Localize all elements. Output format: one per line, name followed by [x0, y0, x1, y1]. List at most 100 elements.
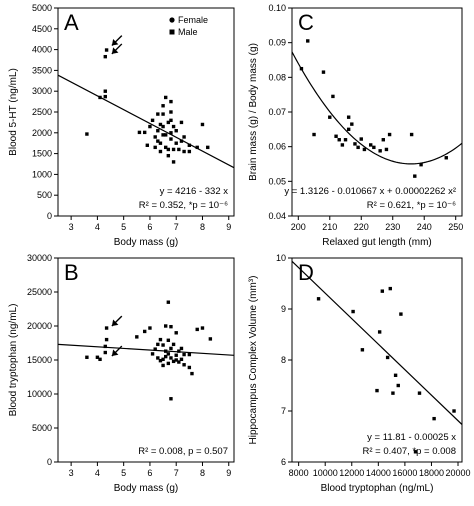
- y-axis-label: Brain mass (g) / Body mass (g): [248, 43, 259, 181]
- data-point: [444, 156, 448, 160]
- y-tick-label: 0: [47, 457, 52, 467]
- plot-frame: [57, 257, 235, 463]
- y-tick-label: 4500: [32, 24, 52, 34]
- fit-curve: [292, 51, 462, 165]
- data-point: [174, 141, 178, 145]
- data-point: [153, 347, 157, 351]
- data-point: [156, 342, 160, 347]
- y-tick-label: 0: [47, 211, 52, 221]
- y-axis-label: Blood 5-HT (ng/mL): [8, 68, 19, 156]
- data-point: [85, 355, 89, 359]
- y-tick-label: 4000: [32, 45, 52, 55]
- y-tick-label: 0.06: [268, 142, 286, 152]
- data-point: [179, 357, 184, 362]
- data-point: [171, 147, 176, 152]
- data-point: [95, 355, 100, 359]
- data-point: [369, 143, 373, 147]
- y-tick-label: 2000: [32, 128, 52, 138]
- data-point: [153, 145, 157, 150]
- y-tick-label: 3500: [32, 65, 52, 75]
- data-point: [148, 124, 152, 129]
- data-point: [200, 122, 205, 127]
- data-point: [452, 409, 456, 413]
- y-tick-label: 1500: [32, 149, 52, 159]
- data-point: [166, 147, 171, 152]
- data-point: [171, 160, 176, 164]
- data-point: [316, 297, 321, 301]
- data-point: [174, 358, 178, 362]
- data-point: [85, 132, 89, 136]
- arrow-2-head: [111, 349, 119, 356]
- data-point: [346, 115, 351, 119]
- data-point: [190, 371, 194, 376]
- x-tick-label: 240: [417, 222, 432, 232]
- data-point: [372, 145, 376, 150]
- x-axis-label: Blood tryptophan (ng/mL): [321, 483, 434, 494]
- data-point: [187, 365, 192, 370]
- data-point: [312, 132, 316, 137]
- data-point: [169, 99, 173, 104]
- regression-stats: R² = 0.621, *p = 10⁻⁶: [367, 200, 456, 211]
- regression-equation: y = 1.3126 - 0.010667 x + 0.00002262 x²: [284, 186, 456, 197]
- data-point: [104, 48, 109, 52]
- data-point: [328, 115, 332, 119]
- data-point: [164, 95, 168, 100]
- panel-d: 8000 10000 12000 14000 16000 18000 20000 6 7 8 9 10…: [248, 253, 471, 494]
- data-point: [161, 104, 165, 108]
- data-point: [161, 357, 165, 362]
- data-point: [103, 89, 107, 93]
- y-tick-label: 0.05: [268, 176, 286, 186]
- plot-frame: [291, 7, 463, 217]
- y-tick-label: 500: [37, 190, 52, 200]
- data-point: [351, 309, 355, 314]
- y-tick-label: 2500: [32, 107, 52, 117]
- y-axis-label: Blood tryptophan (ng/mL): [8, 304, 19, 417]
- y-tick-label: 1000: [32, 169, 52, 179]
- data-point: [103, 54, 107, 59]
- arrow-1-head: [111, 319, 119, 327]
- data-point: [161, 133, 165, 137]
- data-point: [385, 355, 390, 360]
- fit-line: [58, 74, 234, 169]
- data-point: [321, 70, 326, 74]
- data-point: [142, 130, 147, 135]
- x-tick-label: 12000: [339, 468, 364, 478]
- data-point: [356, 145, 360, 150]
- data-point: [169, 346, 173, 351]
- x-axis-label: Body mass (g): [114, 483, 178, 494]
- legend-marker-square: [169, 29, 175, 35]
- x-tick-label: 8000: [289, 468, 309, 478]
- panel-letter: C: [298, 10, 314, 35]
- y-tick-label: 0.07: [268, 107, 286, 117]
- data-point: [156, 139, 160, 143]
- data-point: [104, 337, 109, 342]
- panel-a: 3 4 5 6 7 8 9 0 500 1000 1500 2000 2500 3000 3500 4000 4…: [8, 3, 235, 248]
- regression-stats: R² = 0.407, *p = 0.008: [363, 446, 456, 457]
- data-point: [182, 363, 186, 367]
- data-point: [306, 39, 310, 43]
- data-point: [340, 143, 345, 147]
- x-tick-label: 10000: [313, 468, 338, 478]
- y-tick-label: 0.08: [268, 72, 286, 82]
- y-tick-label: 0.10: [268, 3, 286, 13]
- data-point: [142, 329, 147, 334]
- arrow-1-head: [111, 39, 119, 46]
- data-point: [174, 353, 178, 357]
- data-point: [334, 134, 338, 138]
- x-tick-label: 4: [95, 468, 100, 478]
- data-point: [177, 360, 181, 364]
- data-point: [158, 358, 163, 363]
- x-axis-label: Body mass (g): [114, 237, 178, 248]
- data-point: [174, 331, 178, 335]
- data-point: [161, 343, 165, 347]
- y-tick-label: 6: [281, 457, 286, 467]
- data-point: [200, 326, 205, 330]
- data-point: [166, 120, 171, 125]
- data-point: [391, 391, 395, 395]
- data-point: [417, 391, 422, 395]
- data-point: [419, 162, 423, 167]
- data-point: [166, 300, 171, 304]
- y-tick-label: 25000: [27, 287, 52, 297]
- data-point: [413, 174, 417, 178]
- data-point: [158, 149, 163, 154]
